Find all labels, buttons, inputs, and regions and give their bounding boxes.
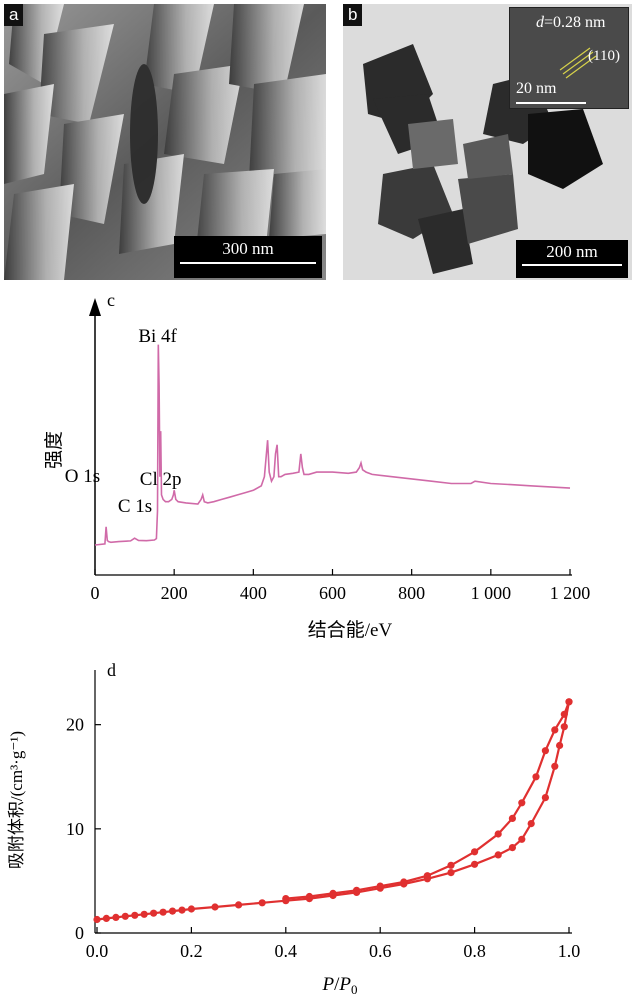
c-x-tick-label: 600 [319, 583, 346, 603]
isotherm-point [560, 723, 568, 731]
isotherm-point [258, 899, 266, 907]
isotherm-point [178, 906, 186, 914]
isotherm-point [508, 844, 516, 852]
adsorption-branch-line [96, 701, 571, 921]
c-y-axis-label: 强度 [43, 431, 65, 469]
isotherm-point [305, 892, 313, 901]
scale-bar-line [180, 262, 316, 264]
c-x-tick-label: 1 000 [471, 583, 512, 603]
panel-a-scale-bar: 300 nm [174, 236, 322, 278]
panel-d-label: d [107, 660, 116, 680]
adsorption-isotherm-chart: d 0.0 0.2 0.4 0.6 0.8 1.0 0 10 20 P/P0 吸附体积/(cm³… [7, 660, 581, 997]
isotherm-point [423, 872, 431, 880]
c-x-axis-label: 结合能/eV [308, 619, 393, 641]
c-x-tick-label: 200 [161, 583, 188, 603]
d-x-tick-label: 0.6 [369, 941, 392, 961]
panel-a-label: a [4, 4, 24, 26]
desorption-branch-line [285, 701, 571, 900]
d-symbol: d [536, 14, 544, 31]
inset-scale-bar [516, 102, 586, 104]
isotherm-point [329, 889, 337, 897]
isotherm-point [518, 835, 526, 843]
isotherm-point [471, 860, 479, 868]
isotherm-point [541, 794, 550, 802]
isotherm-point [532, 773, 540, 781]
isotherm-point [551, 762, 559, 770]
panel-c-label: c [107, 290, 115, 310]
isotherm-point [187, 905, 195, 913]
isotherm-point [131, 911, 139, 919]
panel-b-scale-text: 200 nm [546, 242, 598, 261]
lattice-fringes [510, 8, 628, 108]
isotherm-point [565, 698, 573, 706]
panel-b-scale-bar: 200 nm [516, 240, 628, 278]
c-x-tick-label: 1 200 [550, 583, 591, 603]
isotherm-point [518, 799, 526, 807]
xps-spectrum-chart: c 0 200 400 600 800 1 000 1 200 Bi 4f Cl 2p C 1s… [43, 290, 591, 641]
isotherm-point [376, 882, 384, 890]
isotherm-point [541, 747, 550, 755]
sem-texture [4, 4, 326, 280]
d-y-tick-label: 20 [66, 715, 84, 735]
isotherm-point [93, 915, 101, 924]
isotherm-point [150, 909, 158, 917]
c-x-tick-label: 400 [240, 583, 267, 603]
c-peak-annotation: Bi 4f [138, 326, 177, 347]
d-y-axis-label: 吸附体积/(cm³·g⁻¹) [7, 731, 26, 869]
d-spacing-label: d=0.28 nm [536, 14, 605, 32]
isotherm-point [159, 908, 167, 916]
isotherm-point [282, 895, 290, 903]
isotherm-point [168, 907, 177, 915]
panel-a-scale-text: 300 nm [222, 239, 274, 258]
isotherm-point [447, 869, 455, 877]
isotherm-point [211, 903, 219, 911]
c-peak-annotation: Cl 2p [140, 469, 182, 490]
hrtem-inset: d=0.28 nm (110) 20 nm [509, 7, 629, 109]
scale-bar-line [522, 264, 622, 266]
c-x-tick-label: 800 [398, 583, 425, 603]
isotherm-point [353, 886, 361, 894]
isotherm-point [556, 741, 564, 750]
xps-spectrum-line [94, 344, 571, 546]
d-x-tick-label: 0.4 [275, 941, 298, 961]
inset-scale-text: 20 nm [516, 80, 557, 97]
d-y-tick-label: 10 [66, 819, 84, 839]
isotherm-point [235, 901, 243, 909]
tem-image-panel: b d=0.28 nm (110) 20 nm 200 nm [343, 4, 632, 280]
c-x-tick-label: 0 [91, 583, 100, 603]
d-value: =0.28 nm [544, 14, 606, 31]
d-x-tick-label: 0.2 [180, 941, 203, 961]
c-peak-annotation: O 1s [65, 466, 100, 487]
isotherm-point [494, 851, 502, 859]
d-x-tick-label: 0.8 [463, 941, 486, 961]
isotherm-point [112, 913, 120, 921]
isotherm-point [447, 861, 455, 869]
isotherm-point [140, 910, 148, 918]
isotherm-point [471, 848, 479, 856]
sem-image-panel: a 300 nm [4, 4, 326, 280]
isotherm-point [400, 878, 408, 886]
d-x-axis-label: P/P0 [322, 974, 358, 997]
isotherm-point [560, 710, 568, 718]
isotherm-point [102, 914, 110, 922]
isotherm-point [121, 912, 129, 920]
d-y-tick-label: 0 [75, 923, 84, 943]
panel-b-label: b [343, 4, 363, 26]
isotherm-point [494, 830, 502, 838]
isotherm-point [551, 726, 559, 734]
lattice-plane-label: (110) [588, 48, 620, 64]
d-x-tick-label: 1.0 [558, 941, 581, 961]
c-y-axis-arrow [89, 298, 101, 316]
d-x-tick-label: 0.0 [86, 941, 109, 961]
isotherm-point [527, 820, 535, 828]
isotherm-point [508, 814, 516, 822]
c-peak-annotation: C 1s [118, 496, 152, 517]
